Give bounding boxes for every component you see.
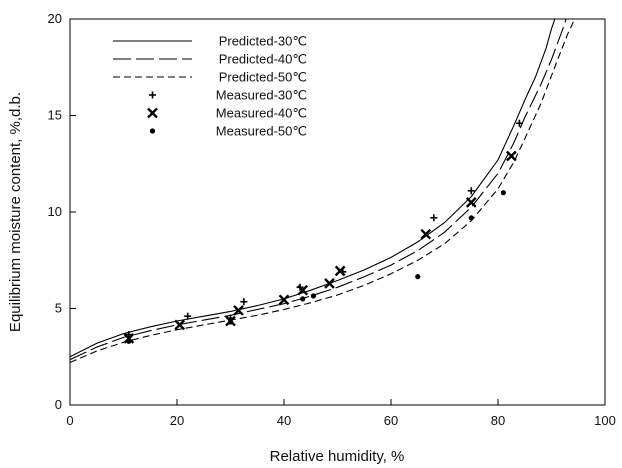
points-measured-50c <box>126 190 506 344</box>
legend-label-predicted-50c: Predicted-50℃ <box>219 70 307 85</box>
legend-label-measured-30c: Measured-30℃ <box>216 88 307 103</box>
point-measured-40c <box>324 278 335 289</box>
y-tick-label: 10 <box>48 204 62 219</box>
legend-label-predicted-30c: Predicted-30℃ <box>219 34 307 49</box>
legend-marker-measured-40c <box>147 107 158 119</box>
y-tick-label: 5 <box>55 301 62 316</box>
point-measured-30c <box>240 298 248 306</box>
legend: Predicted-30℃ Predicted-40℃ Predicted-50℃ M… <box>113 34 307 139</box>
point-measured-40c <box>506 150 517 162</box>
point-measured-50c <box>126 338 132 344</box>
point-measured-40c <box>278 294 290 306</box>
point-measured-50c <box>500 190 506 196</box>
x-tick-label: 60 <box>384 413 398 428</box>
point-measured-50c <box>415 274 421 280</box>
y-tick-label: 0 <box>55 397 62 412</box>
line-predicted-30c <box>70 19 556 358</box>
x-tick-label: 0 <box>66 413 73 428</box>
point-measured-50c <box>227 319 234 325</box>
line-predicted-40c <box>70 19 567 361</box>
x-tick-label: 20 <box>170 413 184 428</box>
y-tick-label: 20 <box>48 11 62 26</box>
y-axis-title: Equilibrium moisture content, %,d.b. <box>7 92 24 332</box>
y-axis: 0 5 10 15 20 <box>48 11 76 412</box>
point-measured-30c <box>515 119 523 127</box>
x-axis-title: Relative humidity, % <box>270 448 405 465</box>
legend-marker-measured-50c <box>149 128 156 134</box>
points-measured-30c <box>125 119 523 339</box>
points-measured-40c <box>123 150 517 344</box>
point-measured-40c <box>465 197 477 208</box>
point-measured-40c <box>297 284 309 296</box>
point-measured-40c <box>123 333 135 344</box>
point-measured-50c <box>468 215 474 221</box>
series-layer <box>70 19 576 364</box>
point-measured-40c <box>420 228 432 240</box>
x-tick-label: 40 <box>277 413 291 428</box>
point-measured-50c <box>310 293 317 299</box>
x-tick-label: 80 <box>491 413 505 428</box>
point-measured-50c <box>300 296 306 302</box>
legend-label-predicted-40c: Predicted-40℃ <box>219 52 307 67</box>
y-tick-label: 15 <box>48 108 62 123</box>
line-predicted-50c <box>70 19 576 364</box>
x-axis: 0 20 40 60 80 100 <box>66 399 616 428</box>
point-measured-40c <box>334 265 346 277</box>
point-measured-40c <box>233 305 244 316</box>
x-tick-label: 100 <box>594 413 616 428</box>
point-measured-30c <box>184 312 192 320</box>
legend-label-measured-40c: Measured-40℃ <box>216 106 307 121</box>
point-measured-30c <box>430 214 438 222</box>
legend-label-measured-50c: Measured-50℃ <box>216 124 307 139</box>
point-measured-40c <box>174 319 186 331</box>
point-measured-30c <box>467 187 475 195</box>
legend-marker-measured-30c <box>149 91 156 99</box>
